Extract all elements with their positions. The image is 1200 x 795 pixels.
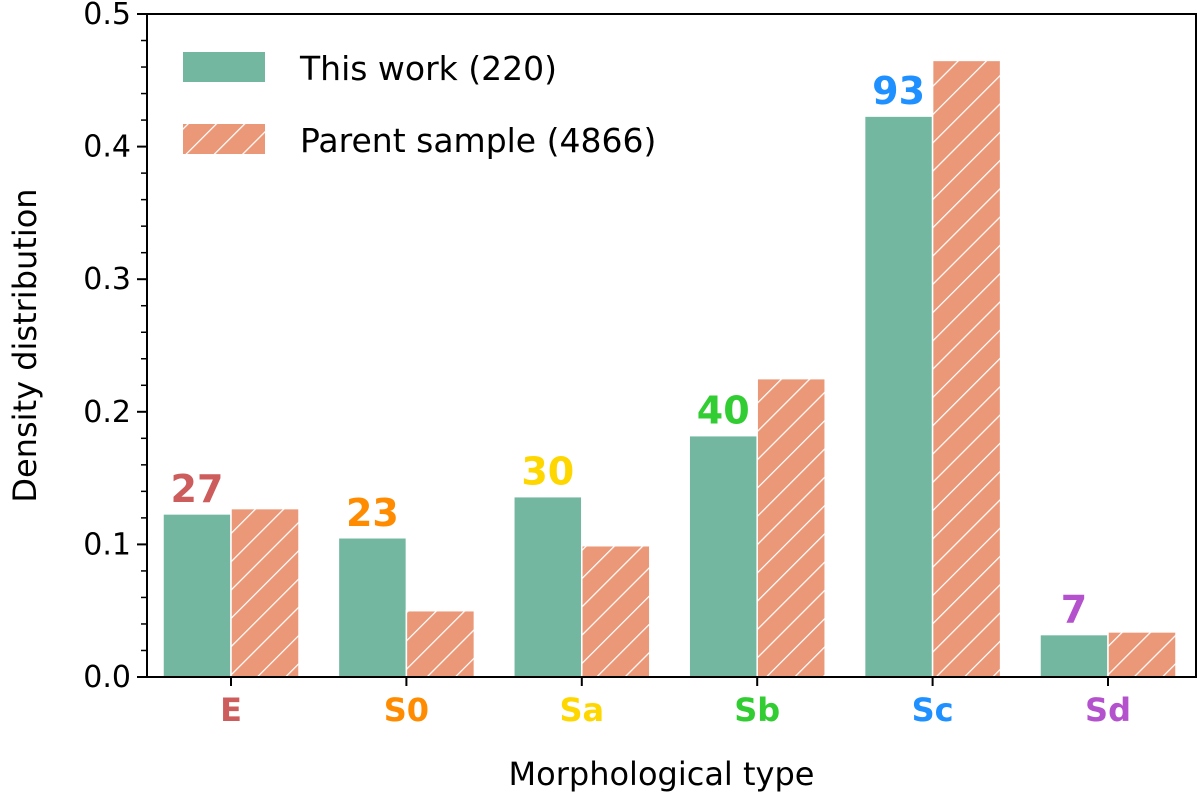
axes: [137, 13, 1197, 686]
bar-hatch-E: [231, 508, 299, 677]
x-tick-label-S0: S0: [384, 691, 429, 729]
y-tick-label-0.5: 0.5: [83, 0, 131, 32]
x-tick-label-Sd: Sd: [1085, 691, 1131, 729]
y-tick-label-0.2: 0.2: [83, 395, 131, 430]
bar-hatch-Sa: [581, 545, 650, 677]
x-axis-title: Morphological type: [509, 755, 815, 793]
plot-frame: [146, 13, 1197, 678]
y-tick-label-0.4: 0.4: [83, 130, 131, 165]
legend: This work (220) Parent sample (4866): [183, 49, 656, 160]
bar-hatch-Sc: [932, 60, 1001, 678]
legend-label-0: This work (220): [299, 49, 557, 88]
legend-label-1: Parent sample (4866): [300, 121, 656, 160]
count-label-Sb: 40: [697, 389, 750, 433]
y-tick-label-0.1: 0.1: [83, 527, 131, 562]
legend-swatch-0: [183, 52, 265, 82]
count-label-Sd: 7: [1061, 588, 1087, 632]
bar-S0-series-0: [337, 537, 408, 678]
x-tick-label-Sb: Sb: [734, 691, 780, 729]
y-axis-title: Density distribution: [6, 188, 44, 502]
count-label-Sa: 30: [521, 450, 574, 494]
y-tick-label-0.0: 0.0: [83, 660, 131, 695]
bar-hatch-Sb: [757, 378, 826, 677]
bar-Sb-series-0: [688, 434, 758, 678]
bar-Sd-series-0: [1039, 633, 1109, 678]
x-tick-label-E: E: [220, 691, 242, 729]
count-label-Sc: 93: [872, 69, 925, 113]
y-tick-label-0.3: 0.3: [83, 262, 131, 297]
count-label-E: 27: [171, 467, 224, 511]
bar-Sa-series-0: [513, 495, 583, 678]
count-label-S0: 23: [346, 491, 399, 535]
bar-hatch-Sd: [1108, 631, 1176, 677]
x-tick-label-Sc: Sc: [912, 691, 954, 729]
bar-hatch-S0: [406, 610, 475, 677]
bars: [162, 59, 1177, 678]
bar-E-series-0: [162, 513, 232, 678]
bar-Sc-series-0: [863, 115, 934, 678]
labels: 27 E 23 S0 30 Sa 40 Sb 93 Sc 7 Sd 0.0 0.1 0.2 0.3 0.4 0.5…: [6, 0, 1131, 793]
x-tick-label-Sa: Sa: [559, 691, 604, 729]
legend-swatch-hatch-1: [183, 124, 265, 154]
